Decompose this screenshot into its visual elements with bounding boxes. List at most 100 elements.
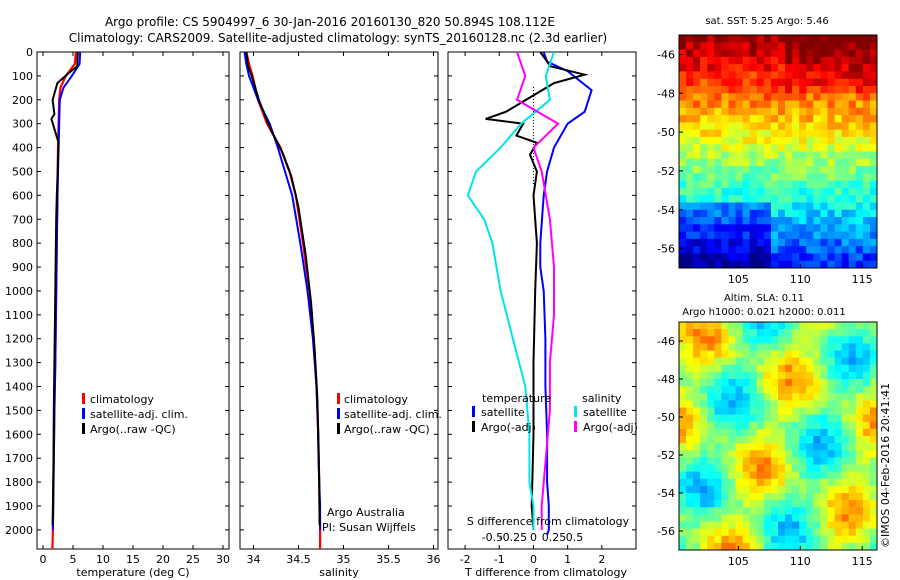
heatmap-cell [763, 357, 772, 366]
legend-label-s-argo: Argo(-adj) [583, 421, 638, 434]
heatmap-cell [735, 224, 744, 232]
heatmap-cell [721, 400, 729, 408]
heatmap-cell [813, 78, 821, 87]
heatmap-cell [749, 350, 758, 359]
heatmap-cell [686, 100, 694, 109]
heatmap-cell [778, 42, 786, 50]
heatmap-cell [728, 493, 736, 501]
heatmap-cell [834, 421, 843, 430]
heatmap-cell [813, 514, 821, 522]
heatmap-cell [742, 428, 751, 437]
heatmap-cell [848, 336, 857, 344]
heatmap-cell [862, 478, 871, 487]
heatmap-cell [848, 195, 857, 203]
heatmap-cell [799, 542, 807, 551]
heatmap-cell [792, 42, 800, 50]
heatmap-cell [869, 195, 878, 203]
heatmap-cell [848, 202, 857, 211]
heatmap-cell [749, 357, 758, 366]
legend-label-argo: Argo(..raw -QC) [344, 423, 430, 436]
heatmap-cell [848, 443, 857, 451]
heatmap-cell [721, 393, 729, 401]
heatmap-cell [735, 329, 744, 337]
heatmap-cell [728, 166, 736, 174]
heatmap-cell [785, 144, 793, 152]
heatmap-cell [735, 500, 744, 508]
heatmap-cell [770, 100, 779, 109]
heatmap-cell [799, 64, 807, 72]
heatmap-cell [700, 428, 708, 437]
heatmap-cell [756, 443, 765, 451]
heatmap-cell [714, 457, 722, 465]
heatmap-cell [742, 56, 751, 65]
heatmap-cell [785, 393, 793, 401]
heatmap-cell [834, 246, 843, 254]
heatmap-cell [679, 42, 687, 50]
heatmap-cell [686, 56, 694, 65]
heatmap-cell [855, 464, 864, 473]
heatmap-cell [841, 231, 850, 240]
heatmap-cell [693, 173, 701, 182]
heatmap-cell [806, 350, 814, 359]
map-y-tick-label: -54 [657, 204, 675, 217]
legend-swatch-satellite [337, 408, 340, 419]
heatmap-cell [813, 85, 821, 94]
heatmap-cell [841, 521, 850, 530]
heatmap-cell [742, 535, 751, 544]
heatmap-cell [806, 231, 814, 240]
heatmap-cell [686, 528, 694, 537]
heatmap-cell [792, 535, 800, 544]
heatmap-cell [686, 78, 694, 87]
heatmap-cell [749, 478, 758, 487]
heatmap-cell [813, 129, 821, 138]
heatmap-cell [792, 336, 800, 344]
heatmap-cell [735, 393, 744, 401]
heatmap-cell [679, 500, 687, 508]
heatmap-cell [770, 357, 779, 366]
heatmap-cell [714, 246, 722, 254]
heatmap-cell [714, 322, 722, 330]
heatmap-cell [686, 542, 694, 551]
heatmap-cell [820, 507, 828, 515]
heatmap-cell [749, 202, 758, 211]
heatmap-cell [707, 217, 715, 225]
heatmap-cell [813, 209, 821, 218]
heatmap-cell [841, 336, 850, 344]
heatmap-cell [848, 421, 857, 430]
heatmap-cell [721, 443, 729, 451]
heatmap-cell [869, 535, 878, 544]
heatmap-cell [841, 100, 850, 109]
heatmap-cell [820, 400, 828, 408]
heatmap-cell [714, 151, 722, 160]
heatmap-cell [700, 414, 708, 423]
heatmap-cell [693, 71, 701, 80]
heatmap-cell [686, 35, 694, 43]
heatmap-cell [820, 514, 828, 522]
heatmap-cell [834, 514, 843, 522]
heatmap-cell [735, 253, 744, 262]
heatmap-cell [721, 136, 729, 145]
heatmap-cell [721, 364, 729, 373]
s-tick-label: -0.5 [482, 531, 503, 544]
heatmap-cell [799, 528, 807, 537]
heatmap-cell [679, 407, 687, 416]
heatmap-cell [813, 507, 821, 515]
heatmap-cell [728, 144, 736, 152]
heatmap-cell [799, 493, 807, 501]
heatmap-cell [756, 224, 765, 232]
heatmap-cell [785, 450, 793, 458]
heatmap-cell [679, 507, 687, 515]
heatmap-cell [721, 115, 729, 123]
heatmap-cell [841, 379, 850, 387]
heatmap-cell [820, 542, 828, 551]
heatmap-cell [728, 195, 736, 203]
heatmap-cell [742, 414, 751, 423]
heatmap-cell [770, 493, 779, 501]
heatmap-cell [756, 100, 765, 109]
heatmap-cell [855, 443, 864, 451]
heatmap-cell [869, 443, 878, 451]
heatmap-cell [820, 151, 828, 160]
heatmap-cell [799, 129, 807, 138]
heatmap-cell [799, 421, 807, 430]
heatmap-cell [742, 100, 751, 109]
